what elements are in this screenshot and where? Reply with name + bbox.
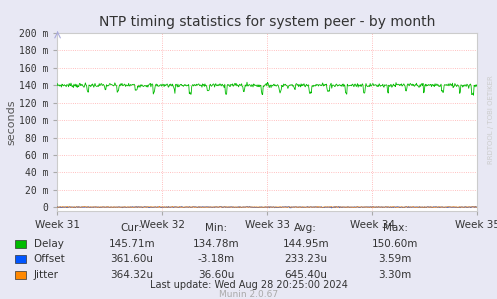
Text: 645.40u: 645.40u [284,270,327,280]
Text: Last update: Wed Aug 28 20:25:00 2024: Last update: Wed Aug 28 20:25:00 2024 [150,280,347,290]
Text: 3.30m: 3.30m [379,270,412,280]
Text: Min:: Min: [205,223,227,233]
Text: 364.32u: 364.32u [110,270,153,280]
Title: NTP timing statistics for system peer - by month: NTP timing statistics for system peer - … [99,15,435,29]
Text: 144.95m: 144.95m [282,239,329,249]
Text: 134.78m: 134.78m [193,239,240,249]
Text: 233.23u: 233.23u [284,254,327,264]
Text: 361.60u: 361.60u [110,254,153,264]
Text: Offset: Offset [34,254,66,264]
Text: 36.60u: 36.60u [198,270,235,280]
Text: RRDTOOL / TOBI OETIKER: RRDTOOL / TOBI OETIKER [488,75,494,164]
Text: Cur:: Cur: [121,223,143,233]
Text: Munin 2.0.67: Munin 2.0.67 [219,290,278,299]
Text: Delay: Delay [34,239,64,249]
Text: Jitter: Jitter [34,270,59,280]
Text: 150.60m: 150.60m [372,239,418,249]
Text: 3.59m: 3.59m [378,254,412,264]
Text: Avg:: Avg: [294,223,317,233]
Text: 145.71m: 145.71m [108,239,155,249]
Text: Max:: Max: [383,223,408,233]
Text: -3.18m: -3.18m [198,254,235,264]
Y-axis label: seconds: seconds [6,99,16,145]
